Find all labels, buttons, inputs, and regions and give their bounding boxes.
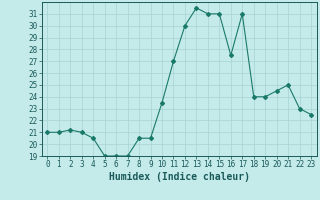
X-axis label: Humidex (Indice chaleur): Humidex (Indice chaleur) [109,172,250,182]
